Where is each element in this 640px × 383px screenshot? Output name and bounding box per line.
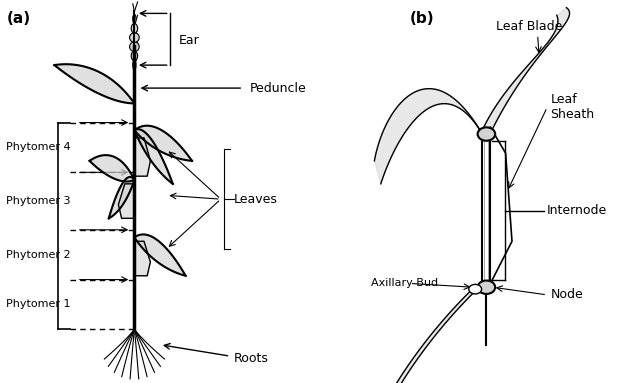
- Ellipse shape: [129, 33, 140, 43]
- Text: Leaf Blade: Leaf Blade: [496, 20, 563, 33]
- Text: Roots: Roots: [234, 352, 268, 365]
- Ellipse shape: [133, 14, 136, 24]
- Text: Node: Node: [550, 288, 583, 301]
- Bar: [483, 134, 490, 287]
- Polygon shape: [483, 8, 570, 128]
- Polygon shape: [54, 64, 134, 103]
- Ellipse shape: [131, 51, 138, 61]
- Polygon shape: [134, 138, 150, 176]
- Ellipse shape: [131, 24, 138, 33]
- Text: Peduncle: Peduncle: [250, 82, 307, 95]
- Text: Phytomer 3: Phytomer 3: [6, 196, 71, 206]
- Ellipse shape: [133, 60, 136, 70]
- Text: (a): (a): [6, 11, 31, 26]
- Ellipse shape: [468, 284, 481, 294]
- Polygon shape: [358, 291, 476, 383]
- Polygon shape: [134, 234, 186, 276]
- Text: Phytomer 1: Phytomer 1: [6, 300, 71, 309]
- Text: (b): (b): [410, 11, 434, 26]
- Text: Phytomer 2: Phytomer 2: [6, 250, 71, 260]
- Polygon shape: [134, 126, 192, 161]
- Polygon shape: [134, 129, 173, 184]
- Polygon shape: [109, 177, 134, 218]
- Polygon shape: [374, 88, 480, 184]
- Ellipse shape: [129, 42, 140, 52]
- Text: Leaf: Leaf: [550, 93, 577, 106]
- Text: Phytomer 4: Phytomer 4: [6, 142, 71, 152]
- Text: Ear: Ear: [179, 34, 200, 47]
- Text: Sheath: Sheath: [550, 108, 595, 121]
- Polygon shape: [118, 184, 134, 218]
- Polygon shape: [134, 241, 150, 276]
- Ellipse shape: [477, 127, 495, 141]
- Text: Leaves: Leaves: [234, 193, 278, 206]
- Ellipse shape: [477, 280, 495, 294]
- Text: Internode: Internode: [547, 204, 607, 217]
- Polygon shape: [90, 155, 134, 182]
- Text: Axillary Bud: Axillary Bud: [371, 278, 438, 288]
